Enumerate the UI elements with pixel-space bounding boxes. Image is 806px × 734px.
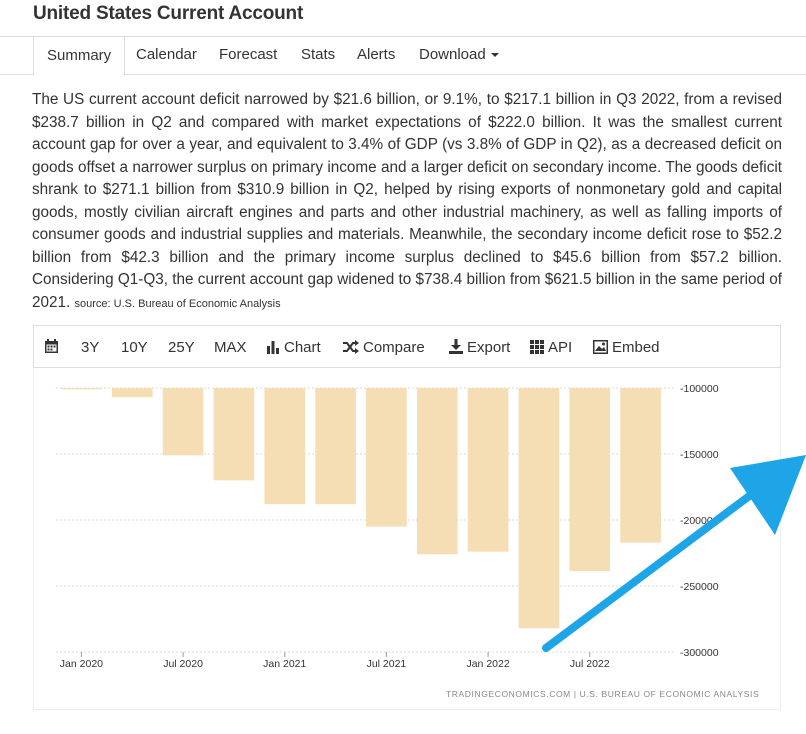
shuffle-icon — [343, 340, 359, 354]
chart-bar[interactable] — [61, 388, 102, 390]
api-label: API — [548, 339, 573, 356]
caret-down-icon — [490, 53, 499, 58]
range-25y-button[interactable]: 25Y — [168, 339, 195, 356]
image-icon — [593, 340, 608, 354]
chart-container: -100000 -150000 -200000 -250000 -300000 Jan … — [33, 368, 781, 710]
x-tick-label: Jan 2021 — [263, 658, 306, 670]
chart-bar[interactable] — [467, 388, 509, 552]
chart-bar[interactable] — [264, 388, 306, 505]
embed-label: Embed — [612, 339, 660, 356]
y-axis-ticks: -100000 -150000 -200000 -250000 -300000 — [680, 383, 719, 659]
tab-forecast[interactable]: Forecast — [219, 46, 278, 63]
range-3y-button[interactable]: 3Y — [81, 339, 100, 356]
chart-bar[interactable] — [416, 388, 458, 555]
chart-bars — [61, 388, 661, 629]
y-tick-label: -150000 — [680, 449, 719, 461]
tab-stats[interactable]: Stats — [301, 46, 336, 63]
summary-paragraph: The US current account deficit narrowed … — [32, 89, 782, 315]
chart-bar[interactable] — [315, 388, 356, 505]
range-10y-button[interactable]: 10Y — [121, 339, 148, 356]
grid-icon — [530, 340, 544, 354]
chart-bar[interactable] — [366, 388, 407, 527]
x-tick-label: Jul 2022 — [570, 658, 610, 670]
y-tick-label: -200000 — [680, 515, 719, 527]
y-tick-label: -250000 — [680, 581, 719, 593]
api-button[interactable]: API — [530, 326, 572, 369]
tab-download[interactable]: Download — [419, 36, 499, 75]
page-title: United States Current Account — [33, 3, 304, 24]
tab-bar: Summary Calendar Forecast Stats Alerts D… — [0, 36, 806, 76]
tab-summary[interactable]: Summary — [33, 36, 126, 76]
chart-credit: TRADINGECONOMICS.COM | U.S. BUREAU OF EC… — [446, 689, 759, 699]
tab-alerts[interactable]: Alerts — [357, 46, 396, 63]
embed-button[interactable]: Embed — [593, 326, 660, 369]
bar-chart-icon — [267, 341, 279, 354]
chart-bar[interactable] — [111, 388, 153, 398]
chart-bar[interactable] — [620, 388, 661, 543]
chart-type-button[interactable]: Chart — [266, 326, 321, 369]
tab-calendar[interactable]: Calendar — [136, 46, 197, 63]
chart-bar[interactable] — [213, 388, 255, 481]
x-tick-label: Jan 2020 — [60, 658, 103, 670]
chart-bar[interactable] — [518, 388, 560, 629]
download-icon — [449, 339, 463, 354]
x-tick-label: Jul 2021 — [367, 658, 407, 670]
summary-text: The US current account deficit narrowed … — [32, 91, 783, 311]
x-tick-label: Jan 2022 — [466, 658, 509, 670]
compare-button[interactable]: Compare — [342, 326, 425, 369]
x-axis-ticks: Jan 2020 Jul 2020 Jan 2021 Jul 2021 Jan 2022… — [60, 652, 610, 670]
current-account-bar-chart: -100000 -150000 -200000 -250000 -300000 Jan … — [56, 383, 759, 699]
chart-bar[interactable] — [162, 388, 204, 456]
range-max-button[interactable]: MAX — [214, 339, 247, 356]
export-button[interactable]: Export — [449, 326, 510, 369]
y-tick-label: -100000 — [680, 383, 719, 395]
x-tick-label: Jul 2020 — [163, 658, 203, 670]
chart-gridlines — [56, 387, 674, 653]
page-header: United States Current Account — [0, 0, 806, 36]
tab-download-label: Download — [419, 46, 486, 63]
chart-toolbar: 3Y 10Y 25Y MAX Chart Compare Export API … — [33, 325, 781, 368]
chart-type-label: Chart — [284, 339, 321, 356]
source-note: source: U.S. Bureau of Economic Analysis — [74, 297, 281, 310]
compare-label: Compare — [363, 339, 425, 356]
export-label: Export — [467, 339, 511, 356]
chart-bar[interactable] — [569, 388, 611, 572]
y-tick-label: -300000 — [680, 647, 719, 659]
calendar-icon[interactable] — [44, 326, 63, 369]
